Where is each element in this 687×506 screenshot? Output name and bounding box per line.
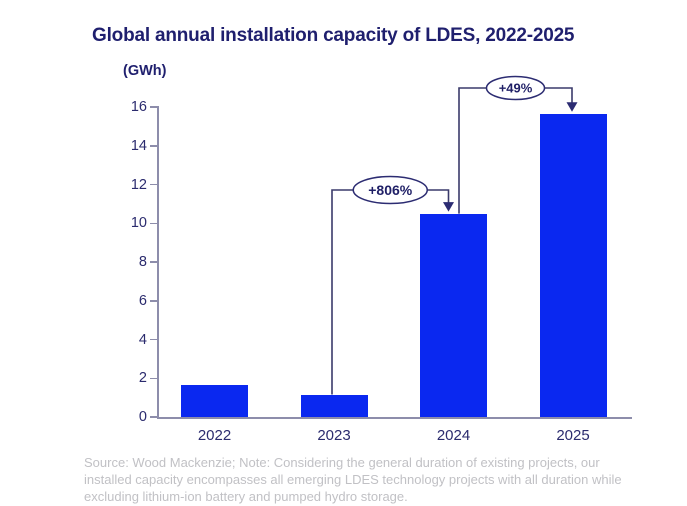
x-axis-label-2025: 2025	[556, 427, 590, 444]
y-axis-tick-label: 6	[138, 292, 147, 309]
y-axis-tick-label: 4	[138, 331, 147, 348]
source-note-line: excluding lithium-ion battery and pumped…	[84, 489, 408, 504]
bar-2023	[300, 394, 368, 417]
x-axis-label-2023: 2023	[317, 427, 351, 444]
y-axis-line	[157, 106, 159, 417]
arrow-down-icon	[443, 202, 454, 212]
y-axis-tick-label: 8	[138, 254, 147, 270]
annotation-label: +806%	[368, 182, 413, 198]
bar-2024	[420, 213, 487, 417]
y-axis-tick-mark	[150, 377, 157, 379]
x-axis-line	[157, 417, 632, 419]
chart-title: Global annual installation capacity of L…	[92, 25, 575, 46]
y-axis-tick-label: 0	[138, 409, 147, 425]
y-axis-tick-mark	[150, 338, 157, 341]
y-axis-tick-mark	[150, 183, 157, 186]
y-axis-tick-label: 12	[130, 176, 147, 193]
bar-2025	[539, 113, 607, 417]
growth-annotation-49: +49%	[458, 75, 578, 214]
source-note-line: installed capacity encompasses all emerg…	[84, 472, 622, 487]
y-axis-tick-label: 14	[130, 137, 147, 154]
bar-2022	[181, 385, 248, 417]
y-axis-tick-label: 16	[130, 99, 147, 115]
annotation-arrow-line	[331, 189, 450, 395]
y-axis-tick-mark	[150, 300, 157, 302]
source-note-line: Source: Wood Mackenzie; Note: Considerin…	[84, 455, 600, 470]
y-axis-tick-mark	[150, 145, 157, 147]
y-axis-tick-mark	[150, 106, 157, 108]
source-note: Source: Wood Mackenzie; Note: Considerin…	[84, 454, 622, 505]
arrow-down-icon	[566, 102, 578, 112]
y-axis-tick-mark	[150, 222, 157, 224]
y-axis-tick-label: 2	[138, 370, 147, 387]
y-axis-tick-label: 10	[130, 215, 147, 232]
annotation-label: +49%	[499, 81, 533, 96]
x-axis-label-2024: 2024	[436, 427, 471, 444]
y-axis-unit-label: (GWh)	[123, 63, 167, 79]
y-axis-tick-mark	[150, 416, 157, 418]
growth-annotation-806: +806%	[331, 175, 454, 395]
annotation-ellipse	[485, 75, 546, 101]
annotation-arrow-line	[458, 87, 573, 214]
y-axis-tick-mark	[150, 261, 157, 263]
x-axis-label-2022: 2022	[197, 427, 232, 444]
annotation-ellipse	[352, 175, 428, 205]
